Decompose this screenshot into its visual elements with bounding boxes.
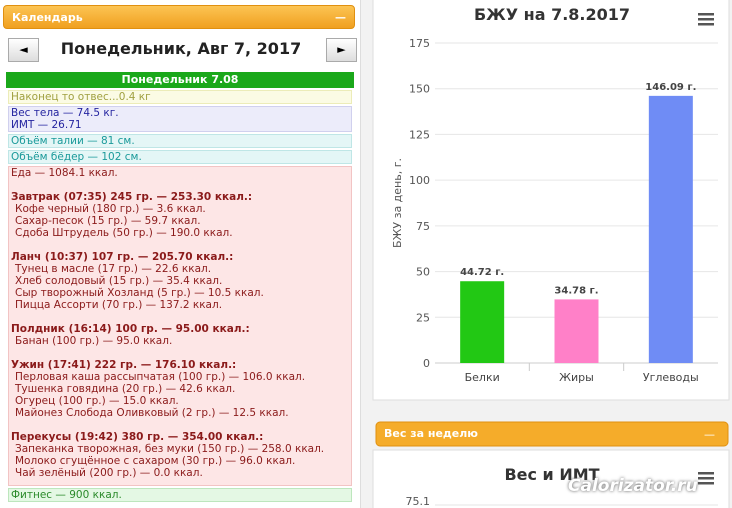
meal-item: Сыр творожный Хозланд (5 гр.) — 10.5 кка… bbox=[15, 287, 264, 299]
y-tick-label: 100 bbox=[409, 174, 430, 187]
watermark: Calorizator.ru bbox=[568, 476, 698, 496]
food-total: Еда — 1084.1 ккал. bbox=[11, 167, 118, 179]
panel-header: Календарь — bbox=[3, 5, 355, 29]
x-tick-label: Белки bbox=[465, 371, 500, 384]
y-tick-label: 75.1 bbox=[406, 495, 431, 508]
panel-title: Календарь bbox=[12, 11, 83, 24]
data-label: 44.72 г. bbox=[460, 267, 504, 278]
weight-line: Вес тела — 74.5 кг. bbox=[11, 107, 119, 119]
panel-title: Вес за неделю bbox=[384, 427, 478, 440]
meal-item: Кофе черный (180 гр.) — 3.6 ккал. bbox=[15, 203, 206, 215]
meal-header: Ланч (10:37) 107 гр. — 205.70 ккал.: bbox=[11, 251, 234, 263]
meal-item: Тунец в масле (17 гр.) — 22.6 ккал. bbox=[15, 263, 212, 275]
chart-title: Вес и ИМТ bbox=[504, 465, 599, 484]
y-tick-label: 125 bbox=[409, 128, 430, 141]
meal-header: Завтрак (07:35) 245 гр. — 253.30 ккал.: bbox=[11, 191, 253, 203]
weight-line: ИМТ — 26.71 bbox=[11, 119, 82, 131]
svg-text:—: — bbox=[704, 428, 715, 441]
food-entry: Еда — 1084.1 ккал. Завтрак (07:35) 245 гр… bbox=[8, 166, 352, 486]
y-tick-label: 75 bbox=[416, 220, 430, 233]
fitness-text: Фитнес — 900 ккал. bbox=[11, 489, 122, 501]
bar bbox=[460, 281, 505, 363]
measure-entry: Объём талии — 81 см. bbox=[8, 134, 352, 148]
meal-header: Ужин (17:41) 222 гр. — 176.10 ккал.: bbox=[11, 359, 237, 371]
y-tick-label: 150 bbox=[409, 83, 430, 96]
calendar-panel: Календарь — ◄ Понедельник, Авг 7, 2017 ► … bbox=[0, 0, 361, 508]
x-tick-label: Жиры bbox=[559, 371, 594, 384]
y-tick-label: 0 bbox=[423, 357, 430, 370]
meal-item: Чай зелёный (200 гр.) — 0.0 ккал. bbox=[15, 467, 203, 479]
meal-item: Запеканка творожная, без муки (150 гр.) … bbox=[15, 443, 325, 455]
y-axis-label: БЖУ за день, г. bbox=[391, 158, 404, 248]
measure-line: Объём талии — 81 см. bbox=[11, 135, 135, 147]
bar bbox=[648, 95, 693, 363]
meal-item: Перловая каша рассыпчатая (100 гр.) — 10… bbox=[15, 371, 306, 383]
chart-column: Вес за неделю — БЖУ на 7.8.2017 БЖУ за де… bbox=[372, 0, 730, 508]
next-button[interactable]: ► bbox=[326, 38, 357, 62]
meal-item: Майонез Слобода Оливковый (2 гр.) — 12.5… bbox=[15, 407, 289, 419]
meal-item: Пицца Ассорти (70 гр.) — 137.2 ккал. bbox=[15, 299, 223, 311]
meal-item: Сдоба Штрудель (50 гр.) — 190.0 ккал. bbox=[15, 227, 233, 239]
x-tick-label: Углеводы bbox=[643, 371, 699, 384]
measure-line: Объём бёдер — 102 см. bbox=[11, 151, 142, 163]
data-label: 34.78 г. bbox=[554, 285, 598, 296]
bar bbox=[554, 299, 599, 363]
entries: Наконец то отвес...0.4 кг Вес тела — 74.5… bbox=[0, 90, 360, 504]
meal-header: Полдник (16:14) 100 гр. — 95.00 ккал.: bbox=[11, 323, 250, 335]
fitness-entry: Фитнес — 900 ккал. bbox=[8, 488, 352, 502]
y-tick-label: 50 bbox=[416, 266, 430, 279]
note-text: Наконец то отвес...0.4 кг bbox=[11, 91, 151, 103]
meal-item: Огурец (100 гр.) — 15.0 ккал. bbox=[15, 395, 179, 407]
meal-item: Молоко сгущённое с сахаром (30 гр.) — 96… bbox=[15, 455, 296, 467]
y-tick-label: 25 bbox=[416, 311, 430, 324]
measure-entry: Объём бёдер — 102 см. bbox=[8, 150, 352, 164]
prev-button[interactable]: ◄ bbox=[8, 38, 39, 62]
weight-entry: Вес тела — 74.5 кг. ИМТ — 26.71 bbox=[8, 106, 352, 132]
meal-item: Банан (100 гр.) — 95.0 ккал. bbox=[15, 335, 173, 347]
date-label: Понедельник, Авг 7, 2017 bbox=[60, 39, 302, 58]
meal-item: Сахар-песок (15 гр.) — 59.7 ккал. bbox=[15, 215, 201, 227]
note: Наконец то отвес...0.4 кг bbox=[8, 90, 352, 104]
meal-item: Тушенка говядина (20 гр.) — 42.6 ккал. bbox=[15, 383, 236, 395]
day-header: Понедельник 7.08 bbox=[6, 72, 354, 88]
data-label: 146.09 г. bbox=[645, 82, 696, 93]
meal-item: Хлеб солодовый (15 гр.) — 35.4 ккал. bbox=[15, 275, 223, 287]
chart-title: БЖУ на 7.8.2017 bbox=[474, 5, 630, 24]
meal-header: Перекусы (19:42) 380 гр. — 354.00 ккал.: bbox=[11, 431, 264, 443]
y-tick-label: 175 bbox=[409, 37, 430, 50]
